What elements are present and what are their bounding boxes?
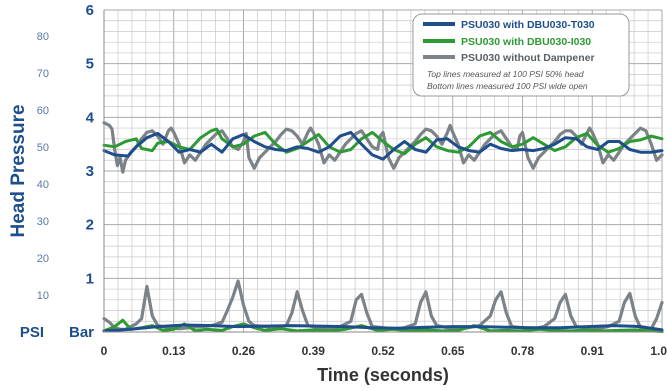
legend-box	[412, 13, 630, 97]
series-t030-top-line	[102, 130, 664, 161]
psi-tick-label: 20	[37, 253, 49, 265]
bar-tick-label: 6	[86, 2, 94, 19]
x-tick-label: 0	[101, 344, 108, 358]
series-i030-bottom-line	[102, 318, 664, 333]
ticks: 1 2 3 4 5 6 10 20 30 40 50 60 70 80 0 0.13 0.26 0.39 0.52 0…	[37, 2, 667, 358]
psi-tick-label: 80	[37, 31, 49, 43]
y-axis-title: Head Pressure	[8, 104, 29, 237]
series-no-dampener-top-line	[102, 121, 664, 174]
series-layer	[102, 121, 664, 333]
bar-tick-label: 1	[86, 270, 94, 287]
x-tick-label: 0.13	[162, 344, 186, 358]
legend-label-i030: PSU030 with DBU030-I030	[461, 36, 591, 48]
x-axis-title: Time (seconds)	[317, 365, 449, 385]
bar-tick-label: 5	[86, 56, 94, 73]
psi-tick-label: 60	[37, 105, 49, 117]
legend-label-t030: PSU030 with DBU030-T030	[461, 19, 595, 31]
x-tick-label: 0.78	[511, 344, 535, 358]
legend: PSU030 with DBU030-T030 PSU030 with DBU0…	[412, 13, 630, 97]
legend-note-bottom: Bottom lines measured 100 PSI wide open	[427, 81, 588, 91]
legend-note-top: Top lines measured at 100 PSI 50% head	[427, 69, 584, 79]
psi-unit-label: PSI	[20, 324, 44, 341]
psi-tick-label: 70	[37, 68, 49, 80]
bar-unit-label: Bar	[69, 324, 94, 341]
axes: PSI Bar Head Pressure Time (seconds)	[8, 10, 662, 385]
legend-label-no-dampener: PSU030 without Dampener	[461, 52, 595, 64]
psi-tick-label: 40	[37, 179, 49, 191]
grid	[104, 9, 663, 332]
x-tick-label: 0.52	[371, 344, 395, 358]
x-tick-label: 0.91	[581, 344, 605, 358]
series-no-dampener-bottom-line	[102, 279, 664, 331]
psi-tick-label: 50	[37, 142, 49, 154]
bar-tick-label: 3	[86, 163, 94, 180]
psi-tick-label: 10	[37, 290, 49, 302]
psi-tick-label: 30	[37, 216, 49, 228]
x-tick-label: 0.26	[232, 344, 256, 358]
bar-tick-label: 4	[86, 109, 95, 126]
series-t030-bottom-line	[102, 323, 664, 333]
x-tick-label: 0.39	[302, 344, 326, 358]
x-tick-label: 0.65	[441, 344, 465, 358]
x-tick-label: 1.04	[650, 344, 667, 358]
bar-tick-label: 2	[86, 217, 94, 234]
